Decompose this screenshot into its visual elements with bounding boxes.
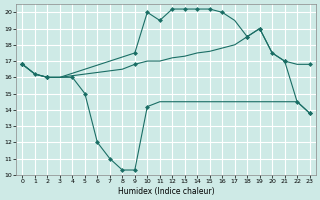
X-axis label: Humidex (Indice chaleur): Humidex (Indice chaleur) (118, 187, 214, 196)
